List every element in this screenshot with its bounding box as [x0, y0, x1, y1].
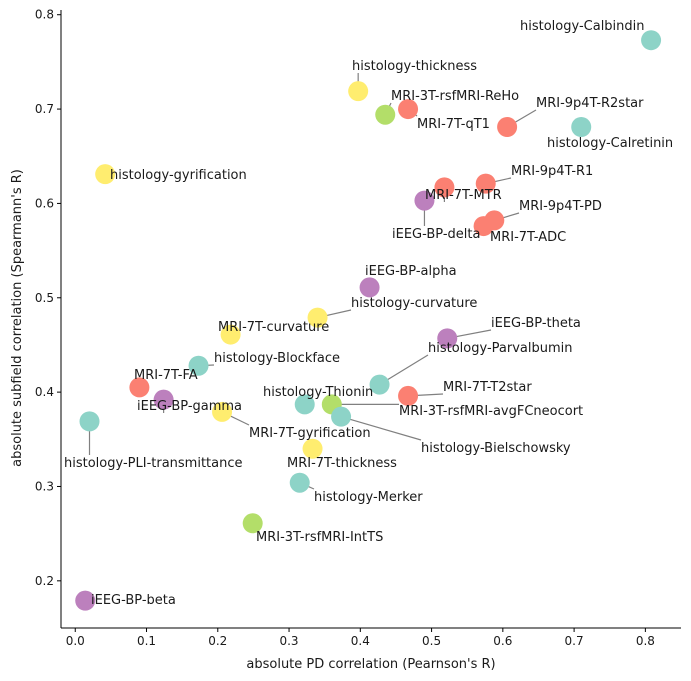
data-point [307, 307, 328, 328]
point-label: MRI-9p4T-R1 [511, 164, 593, 179]
y-tick-label: 0.4 [35, 385, 54, 399]
x-tick-label: 0.8 [636, 634, 655, 648]
x-tick-label: 0.7 [565, 634, 584, 648]
y-tick-label: 0.7 [35, 102, 54, 116]
point-label: MRI-7T-T2star [443, 380, 532, 395]
data-point [348, 81, 369, 102]
x-axis-label: absolute PD correlation (Pearnson's R) [246, 657, 495, 672]
x-tick-label: 0.3 [279, 634, 298, 648]
y-tick-label: 0.6 [35, 196, 54, 210]
point-label: MRI-7T-FA [134, 368, 198, 383]
data-points [75, 30, 662, 611]
point-label: iEEG-BP-beta [91, 593, 176, 608]
x-tick-label: 0.6 [493, 634, 512, 648]
point-label: histology-curvature [351, 296, 477, 311]
x-tick-label: 0.1 [137, 634, 156, 648]
data-point [497, 116, 518, 137]
point-label: histology-Thionin [263, 385, 373, 400]
x-tick-label: 0.0 [66, 634, 85, 648]
data-point [153, 389, 174, 410]
y-tick-label: 0.3 [35, 479, 54, 493]
data-point [188, 355, 209, 376]
x-tick-label: 0.4 [351, 634, 370, 648]
point-label: histology-Parvalbumin [428, 341, 573, 356]
y-tick-label: 0.2 [35, 574, 54, 588]
point-label: MRI-9p4T-R2star [536, 96, 644, 111]
x-tick-label: 0.5 [422, 634, 441, 648]
data-point [95, 164, 116, 185]
data-point [375, 104, 396, 125]
data-point [369, 374, 390, 395]
point-label: MRI-7T-curvature [218, 320, 329, 335]
point-label: iEEG-BP-theta [491, 316, 581, 331]
data-point [212, 401, 233, 422]
data-point [437, 328, 458, 349]
data-point [473, 216, 494, 237]
data-point [641, 30, 662, 51]
point-label: iEEG-BP-alpha [365, 264, 457, 279]
data-point [434, 177, 455, 198]
data-point [475, 173, 496, 194]
point-label: MRI-7T-qT1 [417, 117, 490, 132]
point-label: MRI-9p4T-PD [519, 199, 602, 214]
data-point [302, 438, 323, 459]
data-point [242, 513, 263, 534]
data-point [331, 406, 352, 427]
x-tick-label: 0.2 [208, 634, 227, 648]
point-label: histology-PLI-transmittance [64, 456, 243, 471]
data-point [220, 324, 241, 345]
point-label: histology-thickness [352, 59, 477, 74]
point-label: histology-Merker [314, 490, 423, 505]
point-label: histology-Calretinin [547, 136, 673, 151]
point-labels: histology-Calbindin histology-thickness MR… [64, 19, 673, 608]
y-axis-label: absolute subfield correlation (Spearmann… [10, 169, 25, 467]
data-point [398, 99, 419, 120]
point-label: MRI-3T-rsfMRI-ReHo [391, 89, 519, 104]
data-point [571, 116, 592, 137]
point-label: MRI-3T-rsfMRI-IntTS [256, 530, 383, 545]
data-point [359, 277, 380, 298]
connector-line [340, 416, 422, 441]
point-label: MRI-7T-thickness [287, 456, 397, 471]
y-tick-label: 0.8 [35, 8, 54, 22]
point-label: histology-Blockface [214, 351, 340, 366]
point-label: histology-Calbindin [520, 19, 645, 34]
point-label: MRI-7T-ADC [490, 230, 566, 245]
point-label: MRI-7T-gyrification [249, 426, 371, 441]
point-label: iEEG-BP-gamma [137, 399, 242, 414]
point-label: iEEG-BP-delta [392, 227, 480, 242]
point-label: MRI-3T-rsfMRI-avgFCneocort [399, 404, 583, 419]
y-tick-label: 0.5 [35, 291, 54, 305]
data-point [79, 411, 100, 432]
data-point [294, 394, 315, 415]
data-point [289, 472, 310, 493]
axes: 0.0 0.1 0.2 0.3 0.4 0.5 0.6 0.7 0.8 0.2 0.3 0.4 0.5 0… [35, 8, 681, 648]
data-point [129, 377, 150, 398]
point-label: MRI-7T-MTR [425, 188, 502, 203]
point-label: histology-gyrification [110, 168, 247, 183]
data-point [414, 190, 435, 211]
data-point [75, 590, 96, 611]
point-label: histology-Bielschowsky [421, 441, 571, 456]
data-point [398, 385, 419, 406]
